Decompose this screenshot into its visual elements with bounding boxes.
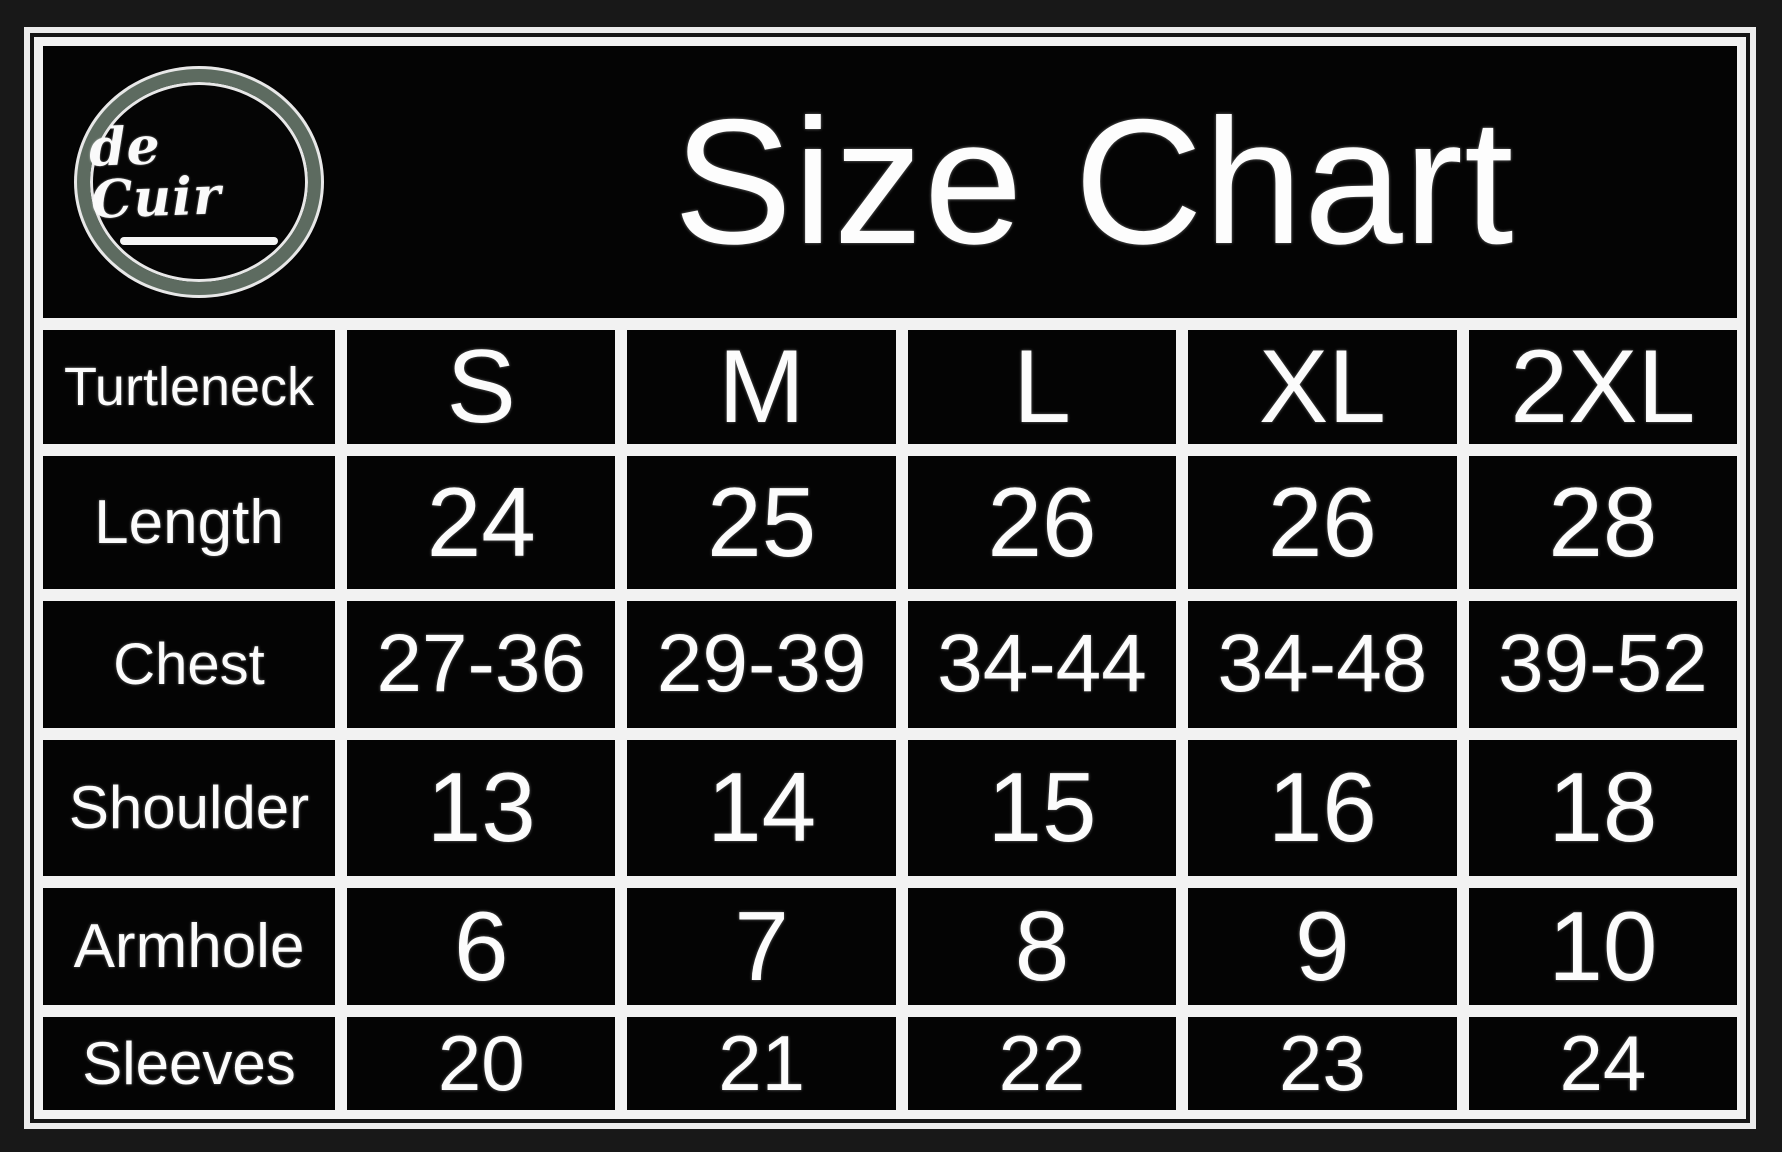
- row-label-cell: Shoulder: [43, 739, 347, 877]
- row-label-cell: Chest: [43, 600, 347, 728]
- value-cell: 25: [627, 456, 908, 589]
- row-label-cell: Armhole: [43, 888, 347, 1006]
- value-cell: 28: [1468, 456, 1738, 589]
- value-cell: 8: [907, 888, 1189, 1006]
- value-cell: 14: [627, 739, 908, 877]
- value-cell: 9: [1188, 888, 1469, 1006]
- value-cell: 18: [1468, 739, 1738, 877]
- value-cell: 26: [1188, 456, 1469, 589]
- measurement-row-length: Length 24 25 26 26 28: [43, 456, 1738, 601]
- value-cell: 21: [627, 1017, 908, 1110]
- size-header-cell-l: L: [907, 329, 1189, 445]
- brand-logo-text: de Cuir: [88, 115, 223, 231]
- value-cell: 34-44: [907, 600, 1189, 728]
- outer-frame: de Cuir Size Chart Turtleneck S M L XL 2…: [24, 27, 1756, 1129]
- value-cell: 13: [347, 739, 628, 877]
- row-label-cell: Length: [43, 456, 347, 589]
- value-cell: 29-39: [627, 600, 908, 728]
- measurement-row-shoulder: Shoulder 13 14 15 16 18: [43, 739, 1738, 889]
- size-header-cell-s: S: [347, 329, 628, 445]
- size-header-cell-m: M: [627, 329, 908, 445]
- value-cell: 24: [1468, 1017, 1738, 1110]
- value-cell: 23: [1188, 1017, 1469, 1110]
- size-header-cell-2xl: 2XL: [1468, 329, 1738, 445]
- value-cell: 39-52: [1468, 600, 1738, 728]
- product-name-cell: Turtleneck: [43, 330, 347, 445]
- value-cell: 6: [347, 888, 628, 1006]
- value-cell: 27-36: [347, 600, 628, 728]
- size-chart-card: de Cuir Size Chart Turtleneck S M L XL 2…: [34, 37, 1746, 1119]
- value-cell: 16: [1188, 739, 1469, 877]
- logo-underline: [120, 237, 278, 245]
- page-title: Size Chart: [673, 82, 1515, 281]
- value-cell: 20: [347, 1017, 628, 1110]
- header-band: de Cuir Size Chart: [43, 46, 1737, 330]
- value-cell: 22: [907, 1017, 1189, 1110]
- size-header-cell-xl: XL: [1188, 329, 1469, 445]
- value-cell: 7: [627, 888, 908, 1006]
- value-cell: 15: [907, 739, 1189, 877]
- measurement-row-sleeves: Sleeves 20 21 22 23 24: [43, 1017, 1738, 1110]
- row-label-cell: Sleeves: [43, 1017, 347, 1110]
- value-cell: 10: [1468, 888, 1738, 1006]
- measurement-row-armhole: Armhole 6 7 8 9 10: [43, 888, 1738, 1018]
- size-chart-table: Turtleneck S M L XL 2XL Length 24 25 26 …: [43, 329, 1738, 1110]
- value-cell: 24: [347, 456, 628, 589]
- table-header-row: Turtleneck S M L XL 2XL: [43, 329, 1738, 457]
- brand-logo: de Cuir: [77, 69, 321, 295]
- measurement-row-chest: Chest 27-36 29-39 34-44 34-48 39-52: [43, 600, 1738, 740]
- value-cell: 26: [907, 456, 1189, 589]
- value-cell: 34-48: [1188, 600, 1469, 728]
